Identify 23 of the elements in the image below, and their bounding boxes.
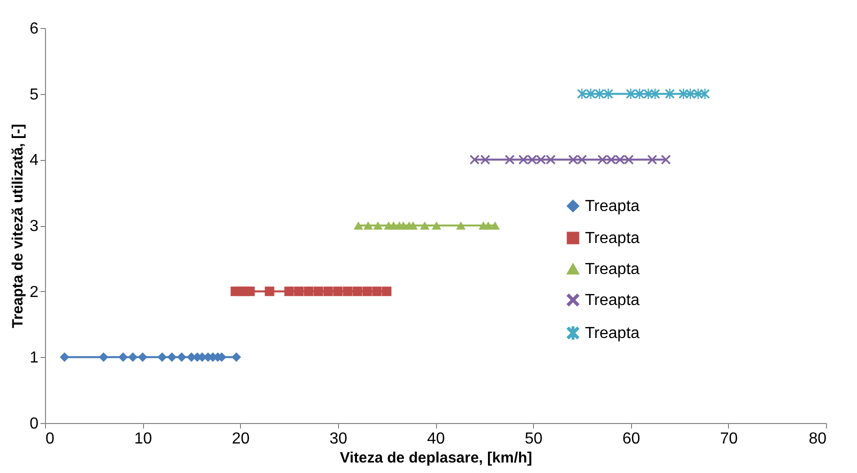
x-tick-label: 40 [427, 430, 445, 448]
y-tick-label: 5 [30, 86, 39, 104]
x-tick-label: 50 [524, 430, 543, 448]
x-tick-label: 60 [622, 430, 640, 448]
x-axis-title: Viteza de deplasare, [km/h] [340, 450, 532, 466]
y-tick-label: 6 [30, 20, 39, 38]
x-tick-label: 20 [232, 430, 250, 448]
y-axis-title: Treapta de viteză utilizată, [-] [10, 124, 27, 328]
legend-label: Treapta [585, 292, 640, 309]
legend-label: Treapta [585, 261, 640, 278]
y-tick-label: 2 [30, 284, 39, 301]
x-tick-label: 80 [808, 430, 827, 448]
legend-label: Treapta [585, 230, 640, 247]
legend-label: Treapta [585, 325, 640, 342]
x-tick-label: 70 [720, 430, 738, 448]
y-tick-label: 3 [30, 218, 39, 235]
y-tick-label: 4 [30, 152, 39, 170]
legend-label: Treapta [585, 198, 640, 215]
y-tick-label: 1 [30, 350, 39, 367]
x-tick-label: 0 [46, 430, 54, 448]
x-tick-label: 30 [329, 430, 348, 448]
x-tick-label: 10 [134, 430, 152, 448]
y-tick-label: 0 [30, 416, 39, 432]
